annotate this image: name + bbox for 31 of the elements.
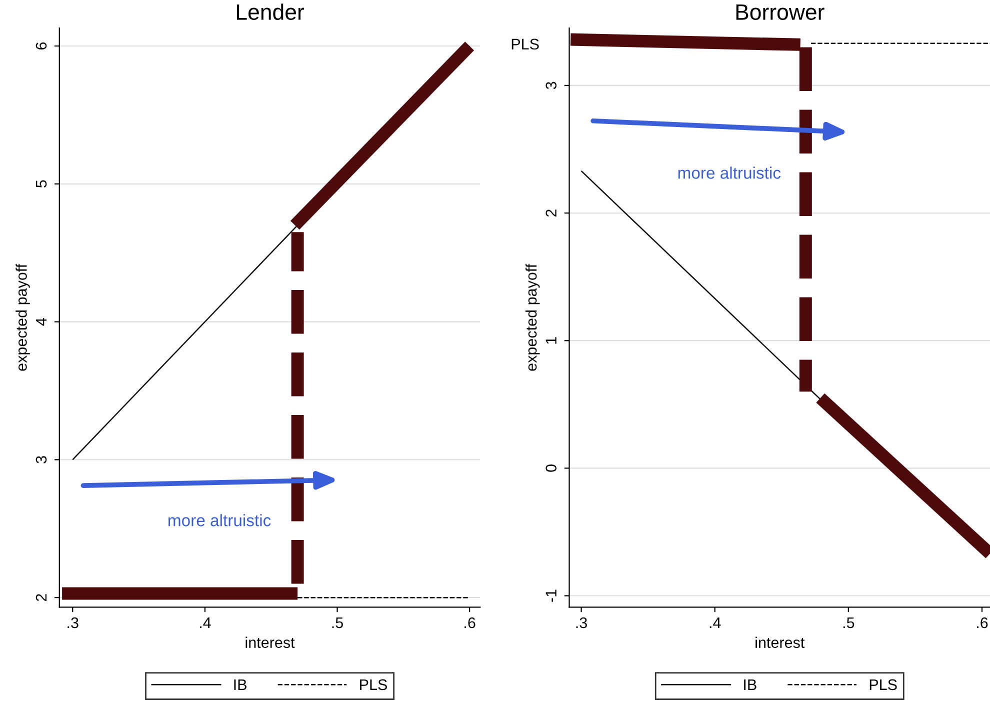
y-tick-label: -1 xyxy=(546,590,556,602)
x-tick-label: .3 xyxy=(576,617,587,628)
legend-label: IB xyxy=(744,679,756,690)
x-tick-label: .4 xyxy=(200,618,211,628)
y-tick-label: 3 xyxy=(546,82,557,90)
annotation: more altruistic xyxy=(678,166,781,179)
x-tick-label: .5 xyxy=(332,618,343,628)
y-tick-label: 2 xyxy=(36,594,47,602)
x-tick-label: .4 xyxy=(710,618,721,628)
legend-label: PLS xyxy=(870,679,897,690)
chart-title: Lender xyxy=(237,4,304,20)
x-tick-label: .3 xyxy=(68,617,78,628)
y-tick-label: 1 xyxy=(546,337,556,344)
y-tick-label: 3 xyxy=(36,456,47,464)
x-tick-label: .6 xyxy=(464,617,476,628)
chart-title: Borrower xyxy=(736,4,824,20)
text: PLS xyxy=(512,38,539,50)
x-axis-title: interest xyxy=(756,636,805,648)
y-tick-label: 5 xyxy=(36,180,47,188)
y-axis-title: expected payoff xyxy=(16,264,30,371)
x-tick-label: .6 xyxy=(977,617,988,628)
y-tick-label: 0 xyxy=(546,464,557,472)
y-tick-label: 4 xyxy=(36,318,47,326)
x-axis-title: interest xyxy=(246,636,295,648)
annotation: more altruistic xyxy=(168,514,271,526)
legend-label: PLS xyxy=(360,679,387,690)
y-axis-title: expected payoff xyxy=(525,264,540,371)
x-tick-label: .5 xyxy=(843,618,854,628)
y-tick-label: 2 xyxy=(546,210,556,217)
y-tick-label: 6 xyxy=(36,42,47,50)
legend-label: IB xyxy=(234,679,246,690)
